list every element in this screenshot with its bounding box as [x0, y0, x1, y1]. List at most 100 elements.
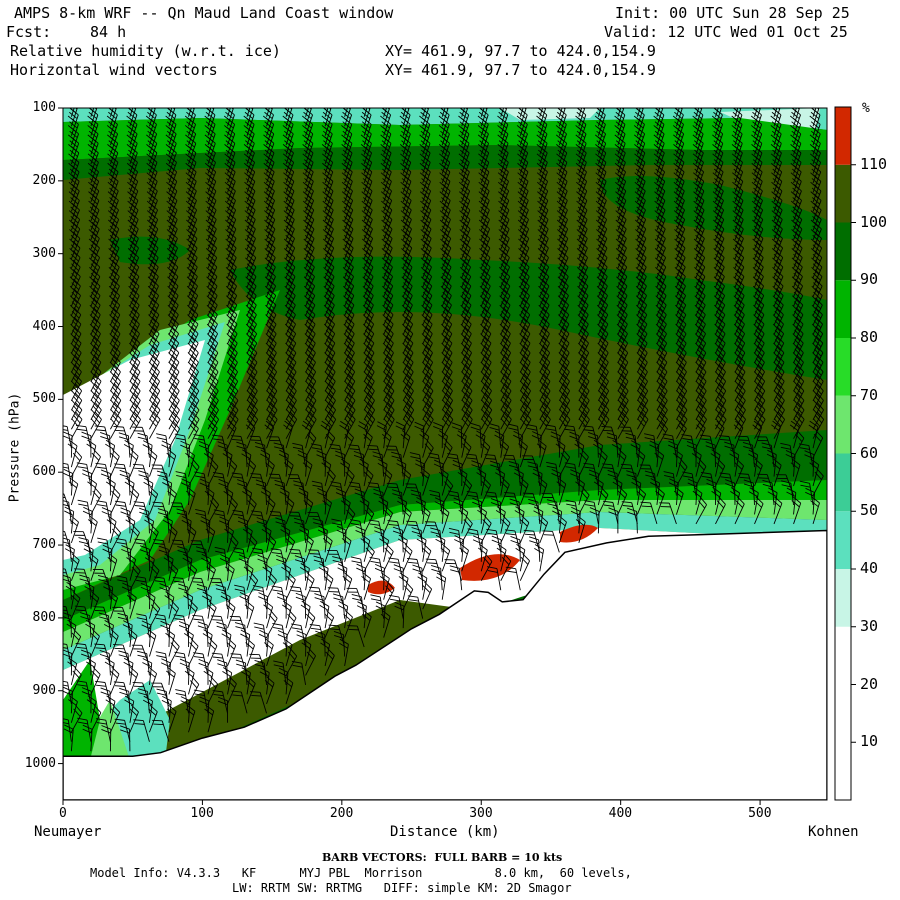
wind-barb — [162, 515, 173, 543]
barb-legend: BARB VECTORS: FULL BARB = 10 kts — [322, 851, 563, 864]
wind-barb — [182, 553, 193, 581]
wind-barb — [129, 524, 140, 553]
wind-barb — [63, 724, 74, 752]
wind-barb — [177, 546, 189, 572]
y-tick-label: 100 — [32, 100, 56, 115]
field-xy-1: XY= 461.9, 97.7 to 424.0,154.9 — [385, 42, 656, 60]
wind-barb — [108, 591, 118, 619]
wind-barb — [125, 515, 136, 543]
x-start-station: Neumayer — [34, 824, 102, 840]
wind-barb — [107, 553, 118, 581]
wind-barb — [90, 666, 101, 695]
wind-barb — [207, 676, 219, 705]
wind-barb — [206, 316, 218, 345]
wind-barb — [63, 643, 72, 667]
wind-barb — [223, 487, 234, 515]
wind-barb — [245, 420, 256, 449]
wind-barb — [213, 509, 228, 534]
x-tick-label: 300 — [469, 806, 493, 821]
wind-barb — [90, 402, 102, 430]
wind-barb — [193, 652, 209, 676]
wind-barb — [157, 508, 170, 534]
wind-barb — [168, 524, 178, 553]
wind-barb — [126, 117, 138, 146]
wind-barb — [77, 499, 92, 524]
wind-barb — [84, 582, 95, 610]
wind-barb — [70, 591, 81, 619]
wind-barb — [114, 718, 131, 742]
wind-barb — [224, 524, 235, 553]
y-axis-label: Pressure (hPa) — [7, 392, 23, 503]
model-info: Model Info: V4.3.3 KF MYJ PBL Morrison 8… — [90, 866, 632, 880]
wind-barb — [129, 411, 141, 439]
wind-barb — [218, 696, 228, 723]
wind-barb — [227, 402, 239, 430]
wind-barb — [188, 638, 199, 667]
wind-barb — [75, 424, 92, 449]
wind-barb — [143, 477, 154, 506]
colorbar-swatch — [835, 453, 851, 512]
wind-barb — [86, 439, 97, 468]
wind-barb — [188, 600, 198, 629]
wind-barb — [227, 496, 238, 525]
wind-barb — [211, 652, 228, 676]
wind-barb — [187, 307, 199, 335]
wind-barb — [244, 600, 255, 629]
wind-barb — [202, 629, 213, 657]
wind-barb — [188, 108, 192, 117]
wind-barb — [207, 354, 219, 383]
wind-barb — [133, 719, 150, 742]
wind-barb — [181, 515, 192, 543]
colorbar-swatch — [835, 626, 851, 800]
wind-barb — [70, 629, 82, 657]
wind-barb — [110, 402, 122, 430]
wind-barb — [231, 472, 248, 496]
wind-barb — [97, 537, 111, 562]
wind-barb — [95, 462, 111, 487]
wind-barb — [77, 717, 92, 742]
wind-barb — [245, 638, 255, 667]
wind-barb — [90, 411, 102, 439]
wind-barb — [135, 575, 150, 600]
x-tick-label: 200 — [329, 806, 354, 821]
wind-barb — [104, 657, 115, 685]
wind-barb — [70, 553, 80, 581]
wind-barb — [110, 411, 122, 439]
wind-barb — [75, 642, 92, 667]
wind-barb — [149, 402, 161, 430]
wind-barb — [88, 553, 99, 581]
colorbar-tick-label: 110 — [860, 154, 888, 173]
wind-barb — [154, 613, 170, 638]
wind-barb — [129, 108, 134, 117]
wind-barb — [166, 449, 177, 477]
wind-barb — [123, 657, 134, 685]
wind-barb — [201, 591, 212, 619]
forecast-hours: 84 h — [90, 23, 127, 41]
wind-barb — [188, 420, 199, 449]
colorbar-tick-label: 50 — [860, 501, 879, 520]
wind-barb — [155, 651, 170, 676]
colorbar — [834, 106, 856, 801]
wind-barb — [168, 402, 180, 430]
wind-barb — [86, 695, 97, 723]
wind-barb — [124, 477, 135, 506]
wind-barb — [212, 434, 228, 458]
wind-barb — [175, 689, 189, 714]
wind-barb — [90, 704, 102, 733]
wind-barb — [70, 307, 82, 335]
y-tick-label: 800 — [32, 609, 56, 625]
colorbar-swatch — [835, 164, 851, 223]
wind-barb — [129, 345, 141, 373]
wind-barb — [87, 477, 98, 506]
wind-barb — [95, 718, 111, 742]
wind-barb — [127, 628, 138, 657]
wind-barb — [109, 487, 121, 515]
wind-barb — [193, 434, 209, 458]
wind-barb — [207, 600, 217, 629]
wind-barb — [163, 553, 174, 581]
wind-barb — [85, 619, 96, 648]
wind-barb — [173, 614, 189, 638]
wind-barb — [116, 575, 131, 600]
y-tick-label: 700 — [32, 537, 56, 553]
wind-barb — [185, 486, 196, 515]
